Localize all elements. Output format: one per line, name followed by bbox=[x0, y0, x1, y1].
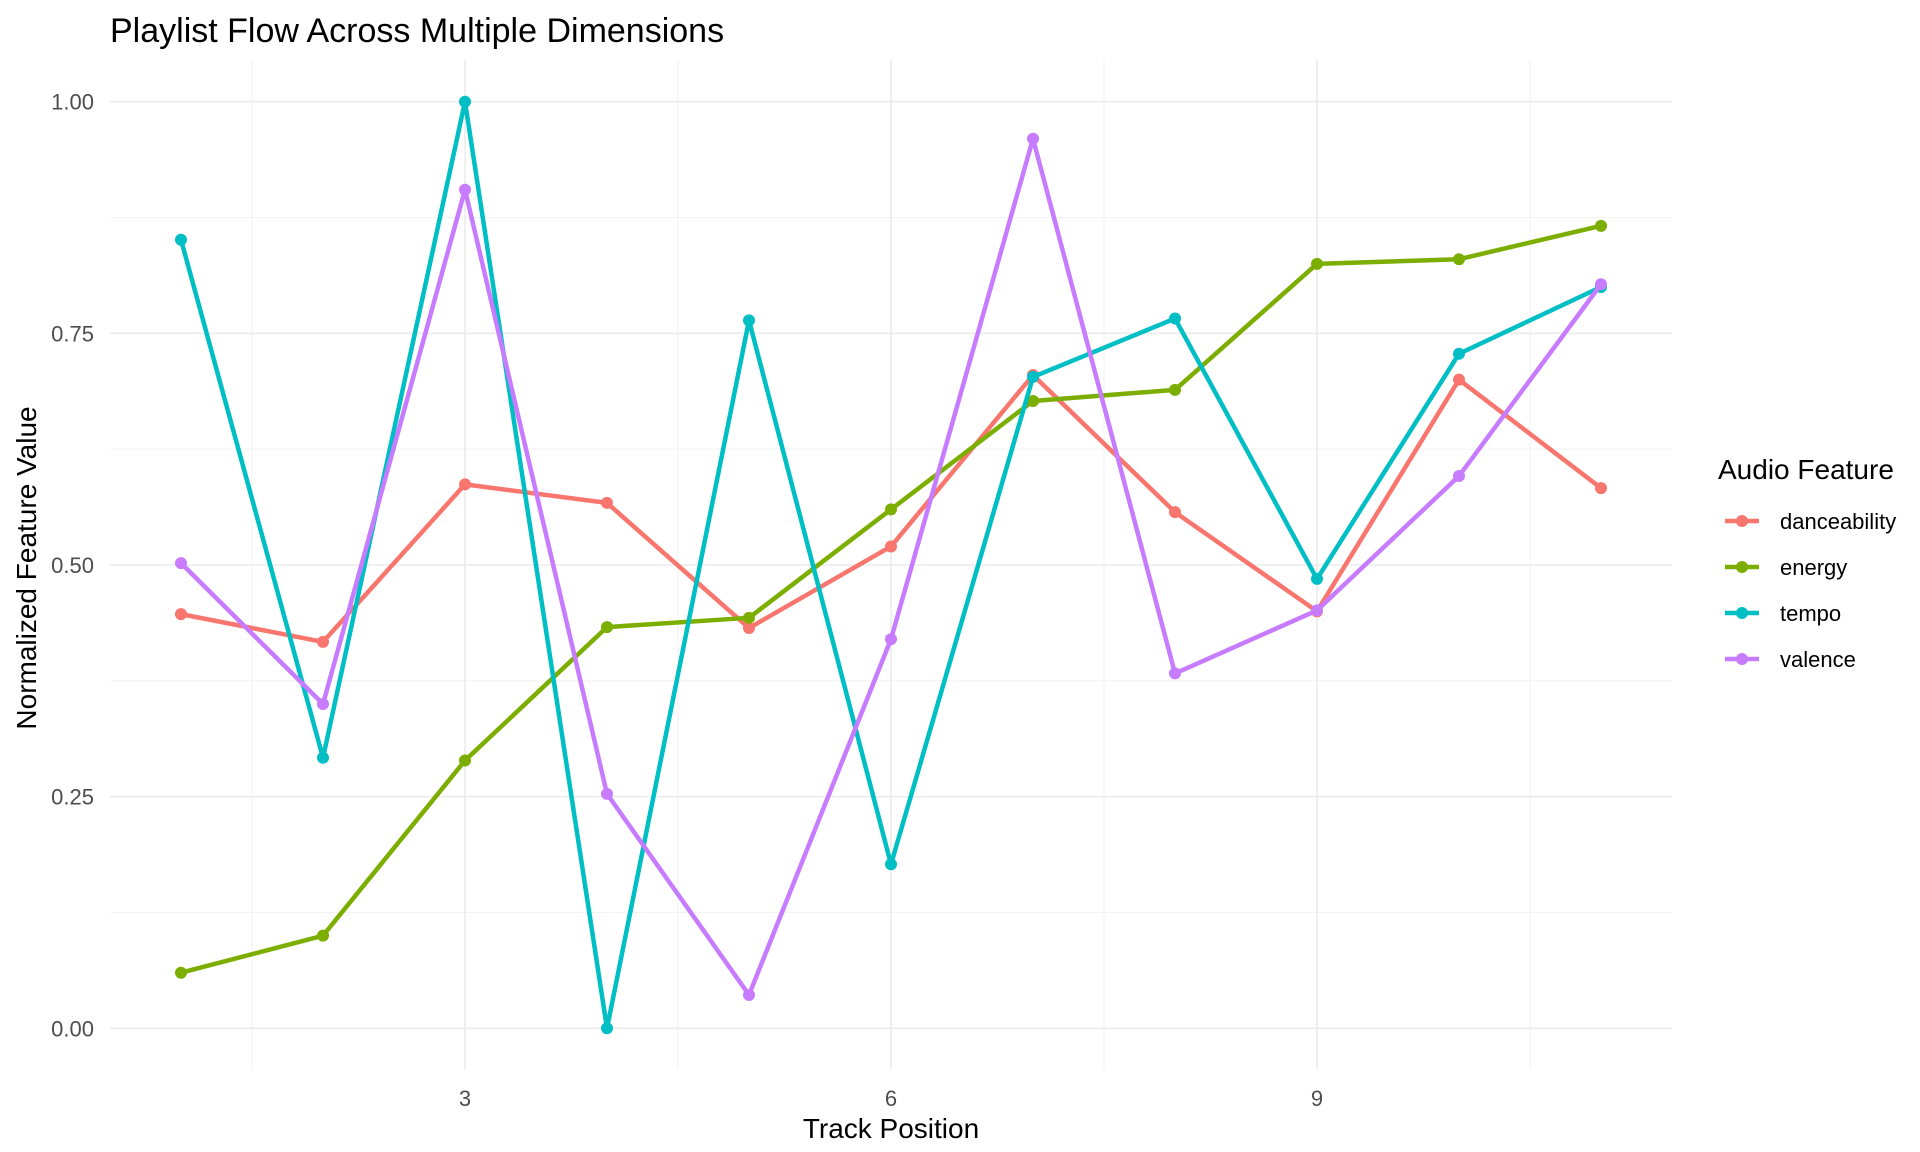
data-point-valence bbox=[885, 633, 897, 646]
y-tick-label: 0.00 bbox=[51, 1016, 94, 1041]
data-point-valence bbox=[601, 787, 613, 800]
series-valence bbox=[175, 132, 1607, 1001]
data-point-tempo bbox=[175, 233, 187, 246]
data-point-tempo bbox=[1169, 312, 1181, 325]
data-point-tempo bbox=[459, 95, 471, 108]
data-point-danceability bbox=[1595, 482, 1607, 495]
data-point-danceability bbox=[175, 608, 187, 621]
data-point-valence bbox=[1311, 604, 1323, 617]
data-point-tempo bbox=[601, 1022, 613, 1035]
legend-label: energy bbox=[1780, 555, 1847, 580]
data-point-energy bbox=[1169, 383, 1181, 396]
data-point-energy bbox=[743, 611, 755, 624]
legend-item-tempo: tempo bbox=[1725, 601, 1841, 626]
data-point-valence bbox=[1595, 278, 1607, 291]
legend-title: Audio Feature bbox=[1718, 454, 1894, 485]
y-tick-label: 0.50 bbox=[51, 553, 94, 578]
data-point-danceability bbox=[459, 478, 471, 491]
data-point-tempo bbox=[885, 858, 897, 871]
data-point-energy bbox=[317, 929, 329, 942]
legend-key-point bbox=[1736, 653, 1748, 665]
data-point-tempo bbox=[1311, 572, 1323, 585]
x-axis-title: Track Position bbox=[803, 1113, 979, 1144]
data-point-energy bbox=[459, 754, 471, 767]
data-point-tempo bbox=[743, 314, 755, 327]
data-point-tempo bbox=[1027, 370, 1039, 383]
data-point-valence bbox=[459, 183, 471, 196]
series-energy bbox=[175, 219, 1607, 979]
data-point-energy bbox=[175, 966, 187, 979]
data-point-valence bbox=[1453, 470, 1465, 483]
x-tick-label: 6 bbox=[885, 1086, 897, 1111]
legend-key-point bbox=[1736, 515, 1748, 527]
data-point-tempo bbox=[317, 751, 329, 764]
data-point-danceability bbox=[317, 635, 329, 648]
data-point-danceability bbox=[1169, 506, 1181, 519]
x-tick-label: 3 bbox=[459, 1086, 471, 1111]
legend-label: tempo bbox=[1780, 601, 1841, 626]
legend-label: valence bbox=[1780, 647, 1856, 672]
data-point-energy bbox=[1453, 253, 1465, 266]
grid bbox=[110, 60, 1672, 1070]
data-point-valence bbox=[743, 988, 755, 1001]
legend-item-energy: energy bbox=[1725, 555, 1847, 580]
data-point-danceability bbox=[743, 622, 755, 635]
legend: Audio Feature danceability energy tempo val… bbox=[1718, 454, 1896, 672]
legend-item-valence: valence bbox=[1725, 647, 1856, 672]
data-point-danceability bbox=[1453, 373, 1465, 386]
data-point-energy bbox=[1311, 257, 1323, 270]
series-lines bbox=[175, 95, 1607, 1035]
data-point-energy bbox=[601, 621, 613, 634]
data-point-energy bbox=[1027, 394, 1039, 407]
chart-title: Playlist Flow Across Multiple Dimensions bbox=[110, 12, 724, 50]
data-point-danceability bbox=[885, 540, 897, 553]
y-tick-label: 0.75 bbox=[51, 321, 94, 346]
axis-ticks: 3 6 9 0.00 0.25 0.50 0.75 1.00 bbox=[51, 90, 1323, 1111]
y-tick-label: 0.25 bbox=[51, 785, 94, 810]
data-point-tempo bbox=[1453, 347, 1465, 360]
data-point-valence bbox=[1169, 667, 1181, 680]
y-tick-label: 1.00 bbox=[51, 90, 94, 115]
data-point-valence bbox=[317, 697, 329, 710]
data-point-valence bbox=[1027, 132, 1039, 145]
legend-key-point bbox=[1736, 607, 1748, 619]
data-point-energy bbox=[1595, 219, 1607, 232]
legend-item-danceability: danceability bbox=[1725, 509, 1896, 534]
data-point-valence bbox=[175, 557, 187, 570]
data-point-energy bbox=[885, 503, 897, 516]
legend-key-point bbox=[1736, 561, 1748, 573]
data-point-danceability bbox=[601, 496, 613, 509]
legend-items: danceability energy tempo valence bbox=[1725, 509, 1896, 672]
legend-label: danceability bbox=[1780, 509, 1896, 534]
y-axis-title: Normalized Feature Value bbox=[11, 406, 42, 729]
x-tick-label: 9 bbox=[1311, 1086, 1323, 1111]
